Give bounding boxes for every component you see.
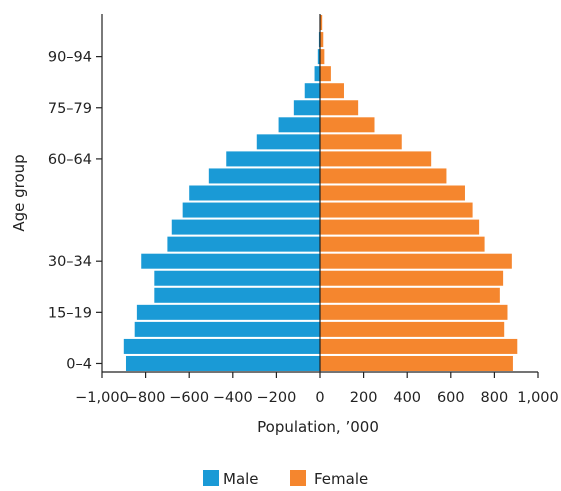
bar-male-14 xyxy=(278,117,320,133)
bar-male-8 xyxy=(171,219,320,235)
bar-female-14 xyxy=(320,117,375,133)
legend-swatch-male xyxy=(203,470,219,486)
bar-male-4 xyxy=(154,287,320,303)
bar-female-19 xyxy=(320,32,324,48)
bar-female-3 xyxy=(320,304,508,320)
bar-female-4 xyxy=(320,287,500,303)
y-tick-label-5: 75–79 xyxy=(48,101,92,117)
y-tick-label-0: 0–4 xyxy=(66,356,92,372)
bar-female-8 xyxy=(320,219,480,235)
x-tick-label-4: −200 xyxy=(256,390,296,406)
x-tick-label-10: 1,000 xyxy=(517,390,559,406)
x-tick-label-5: 0 xyxy=(315,390,324,406)
x-axis-label: Population, ’000 xyxy=(257,418,379,436)
bar-male-2 xyxy=(134,321,320,337)
bar-male-11 xyxy=(208,168,320,184)
bar-female-1 xyxy=(320,338,518,354)
bar-female-15 xyxy=(320,100,359,116)
y-axis-label: Age group xyxy=(10,154,28,231)
x-tick-label-9: 800 xyxy=(481,390,509,406)
bar-male-5 xyxy=(154,270,320,286)
bar-male-9 xyxy=(182,202,320,218)
bar-female-11 xyxy=(320,168,447,184)
bar-female-6 xyxy=(320,253,512,269)
legend: Male Female xyxy=(203,470,368,488)
bar-female-18 xyxy=(320,49,325,65)
legend-label-female: Female xyxy=(314,470,368,488)
x-ticks-group: −1,000−800 −600 −400 −200 0 200 400 600 800 1,000 xyxy=(75,372,559,406)
bar-female-17 xyxy=(320,66,331,82)
bar-male-18 xyxy=(317,49,320,65)
bar-male-1 xyxy=(123,338,320,354)
x-tick-label-0: −1,000 xyxy=(75,390,129,406)
bar-male-3 xyxy=(136,304,320,320)
bar-male-0 xyxy=(125,355,320,371)
y-tick-label-6: 90–94 xyxy=(48,50,92,66)
x-tick-label-3: −400 xyxy=(213,390,253,406)
legend-label-male: Male xyxy=(223,470,259,488)
bar-female-2 xyxy=(320,321,505,337)
y-tick-label-4: 60–64 xyxy=(48,152,92,168)
bar-female-5 xyxy=(320,270,504,286)
x-tick-label-1: −800 xyxy=(126,390,166,406)
x-tick-label-7: 400 xyxy=(393,390,421,406)
bar-male-15 xyxy=(293,100,320,116)
bar-male-6 xyxy=(141,253,320,269)
bar-female-20 xyxy=(320,15,323,31)
bar-female-0 xyxy=(320,355,513,371)
bars-group xyxy=(123,15,518,371)
bar-female-16 xyxy=(320,83,344,99)
x-tick-label-6: 200 xyxy=(350,390,378,406)
bar-male-10 xyxy=(189,185,320,201)
x-tick-label-8: 600 xyxy=(437,390,465,406)
bar-female-9 xyxy=(320,202,473,218)
bar-female-13 xyxy=(320,134,402,150)
bar-male-12 xyxy=(226,151,320,167)
legend-swatch-female xyxy=(290,470,306,486)
y-tick-label-2: 30–34 xyxy=(48,254,92,270)
bar-male-16 xyxy=(304,83,320,99)
y-ticks-group: 0–4 15–19 30–34 60–64 75–79 90–94 xyxy=(48,50,102,372)
y-tick-label-1: 15–19 xyxy=(48,305,92,321)
bar-male-7 xyxy=(167,236,320,252)
bar-female-10 xyxy=(320,185,465,201)
bar-female-7 xyxy=(320,236,485,252)
bar-female-12 xyxy=(320,151,432,167)
x-tick-label-2: −600 xyxy=(169,390,209,406)
bar-male-13 xyxy=(256,134,320,150)
bar-male-17 xyxy=(314,66,320,82)
